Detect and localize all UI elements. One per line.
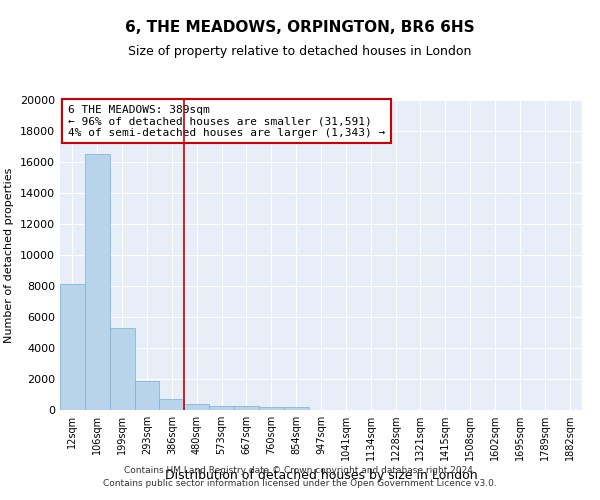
Text: Contains HM Land Registry data © Crown copyright and database right 2024.
Contai: Contains HM Land Registry data © Crown c…	[103, 466, 497, 487]
Text: 6, THE MEADOWS, ORPINGTON, BR6 6HS: 6, THE MEADOWS, ORPINGTON, BR6 6HS	[125, 20, 475, 35]
Y-axis label: Number of detached properties: Number of detached properties	[4, 168, 14, 342]
Bar	[85, 154, 110, 410]
Bar	[209, 406, 234, 410]
Bar	[184, 404, 209, 410]
Bar	[234, 406, 259, 410]
Text: Size of property relative to detached houses in London: Size of property relative to detached ho…	[128, 45, 472, 58]
Text: 6 THE MEADOWS: 389sqm
← 96% of detached houses are smaller (31,591)
4% of semi-d: 6 THE MEADOWS: 389sqm ← 96% of detached …	[68, 104, 385, 138]
Bar	[134, 382, 160, 410]
X-axis label: Distribution of detached houses by size in London: Distribution of detached houses by size …	[164, 468, 478, 481]
Bar	[284, 408, 308, 410]
Bar	[259, 407, 284, 410]
Bar	[110, 328, 134, 410]
Bar	[60, 284, 85, 410]
Bar	[160, 399, 184, 410]
